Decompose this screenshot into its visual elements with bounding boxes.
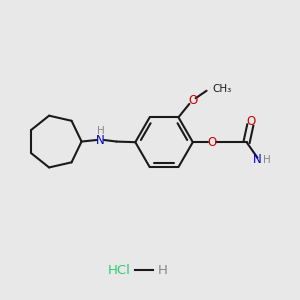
Text: H: H — [97, 126, 104, 136]
Text: HCl: HCl — [107, 264, 130, 277]
Text: O: O — [188, 94, 197, 106]
Text: N: N — [253, 153, 262, 166]
Text: O: O — [208, 136, 217, 149]
Text: H: H — [158, 264, 167, 277]
Text: N: N — [96, 134, 105, 146]
Text: O: O — [246, 116, 256, 128]
Text: H: H — [263, 155, 271, 165]
Text: CH₃: CH₃ — [213, 84, 232, 94]
